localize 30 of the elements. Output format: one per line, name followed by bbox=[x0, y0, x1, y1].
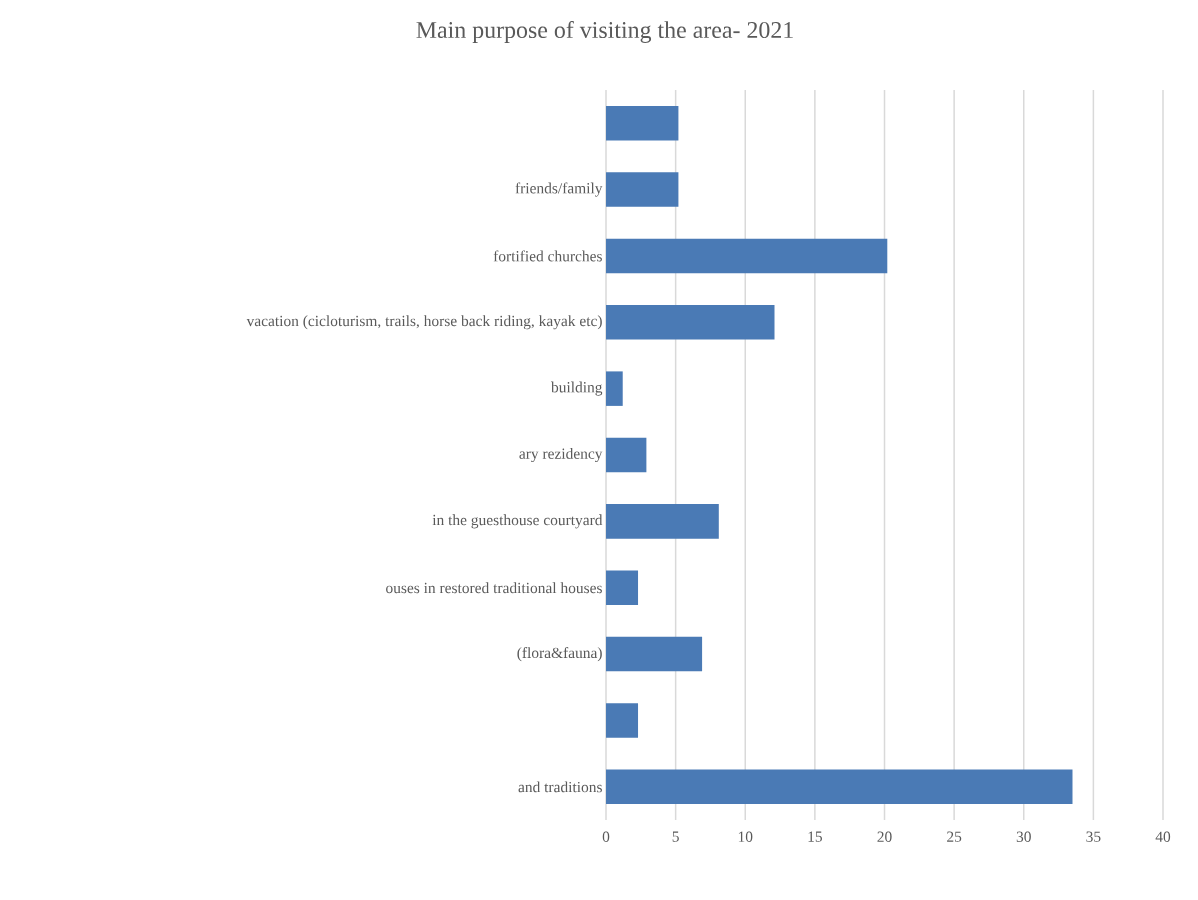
x-tick-label: 15 bbox=[808, 831, 822, 842]
y-tick-label: vacation (cicloturism, trails, horse back riding, kayak etc) bbox=[246, 315, 602, 330]
bar bbox=[606, 305, 775, 340]
x-tick-label: 30 bbox=[1016, 831, 1031, 842]
x-tick-label: 40 bbox=[1155, 831, 1171, 842]
bar bbox=[606, 437, 647, 473]
bar bbox=[606, 703, 639, 738]
x-tick-label: 10 bbox=[738, 831, 753, 842]
bar bbox=[606, 504, 719, 539]
y-tick-label: friends/family bbox=[515, 182, 603, 197]
bar bbox=[606, 570, 639, 605]
bar bbox=[606, 172, 679, 207]
chart-title: Main purpose of visiting the area- 2021 bbox=[416, 21, 793, 43]
x-tick-label: 25 bbox=[947, 831, 962, 842]
bar bbox=[606, 238, 888, 274]
x-tick-label: 20 bbox=[877, 831, 892, 842]
y-tick-label: ouses in restored traditional houses bbox=[386, 582, 602, 594]
x-tick-label: 5 bbox=[672, 831, 679, 842]
bar bbox=[606, 769, 1073, 805]
y-tick-label: (flora&fauna) bbox=[517, 647, 602, 662]
y-tick-label: building bbox=[551, 381, 603, 396]
x-tick-label: 35 bbox=[1086, 831, 1101, 842]
y-tick-label: in the guesthouse courtyard bbox=[432, 514, 603, 529]
bar bbox=[606, 371, 623, 406]
y-tick-label: ary rezidency bbox=[519, 447, 603, 463]
y-tick-label: and traditions bbox=[518, 781, 602, 793]
x-tick-label: 0 bbox=[602, 831, 610, 842]
y-tick-label: fortified churches bbox=[493, 250, 602, 262]
bar bbox=[606, 105, 679, 141]
bar bbox=[606, 636, 703, 672]
